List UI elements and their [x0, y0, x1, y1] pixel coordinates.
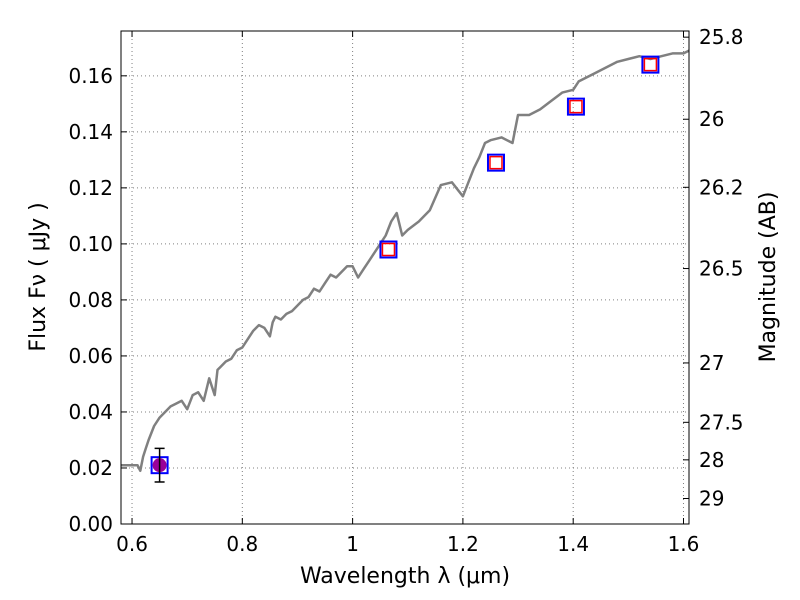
magnitude-tick-label: 27 — [699, 351, 724, 375]
model-photometry-point — [379, 240, 398, 259]
magnitude-tick-label: 25.8 — [699, 25, 744, 49]
y-tick-label: 0.08 — [68, 288, 113, 312]
y-axis: 0.00 0.02 0.04 0.06 0.08 0.10 0.12 0.14 0.16 — [68, 64, 127, 536]
y-tick-label: 0.00 — [68, 512, 113, 536]
model-spectrum-line — [121, 49, 689, 473]
x-axis: 0.6 0.8 1 1.2 1.4 1.6 — [116, 31, 699, 556]
y-tick-label: 0.06 — [68, 344, 113, 368]
y-tick-label: 0.04 — [68, 400, 113, 424]
x-tick-label: 1.6 — [668, 532, 700, 556]
model-photometry-point — [486, 153, 505, 172]
y-tick-label: 0.02 — [68, 456, 113, 480]
magnitude-tick-label: 27.5 — [699, 410, 744, 434]
x-tick-label: 1.4 — [557, 532, 589, 556]
model-photometry-point — [566, 97, 585, 116]
y-axis-label: Flux Fν ( μJy ) — [26, 202, 51, 351]
x-tick-label: 1.2 — [447, 532, 479, 556]
y-tick-label: 0.16 — [68, 64, 113, 88]
x-axis-label: Wavelength λ (μm) — [300, 564, 510, 589]
observed-photometry-point — [569, 99, 583, 114]
magnitude-tick-label: 28 — [699, 448, 724, 472]
observed-photometry-point — [643, 57, 658, 72]
observed-photometry-point — [489, 155, 503, 170]
observed-photometry-point — [381, 242, 396, 257]
magnitude-axis: 25.8 26 26.2 26.5 27 27.5 28 29 — [683, 25, 744, 511]
y-tick-label: 0.10 — [68, 232, 113, 256]
photometry-markers — [150, 55, 660, 483]
x-tick-label: 1 — [346, 532, 359, 556]
magnitude-tick-label: 29 — [699, 487, 724, 511]
model-photometry-point — [641, 55, 660, 74]
magnitude-tick-label: 26.5 — [699, 257, 744, 281]
magnitude-tick-label: 26.2 — [699, 175, 744, 199]
y-tick-label: 0.14 — [68, 120, 113, 144]
model-spectrum-layer — [121, 49, 689, 473]
magnitude-tick-label: 26 — [699, 107, 724, 131]
plot-frame — [120, 30, 690, 525]
magnitude-axis-label: Magnitude (AB) — [756, 192, 781, 363]
plot-area — [121, 31, 689, 524]
x-tick-label: 0.6 — [116, 532, 148, 556]
x-tick-label: 0.8 — [226, 532, 258, 556]
y-tick-label: 0.12 — [68, 176, 113, 200]
